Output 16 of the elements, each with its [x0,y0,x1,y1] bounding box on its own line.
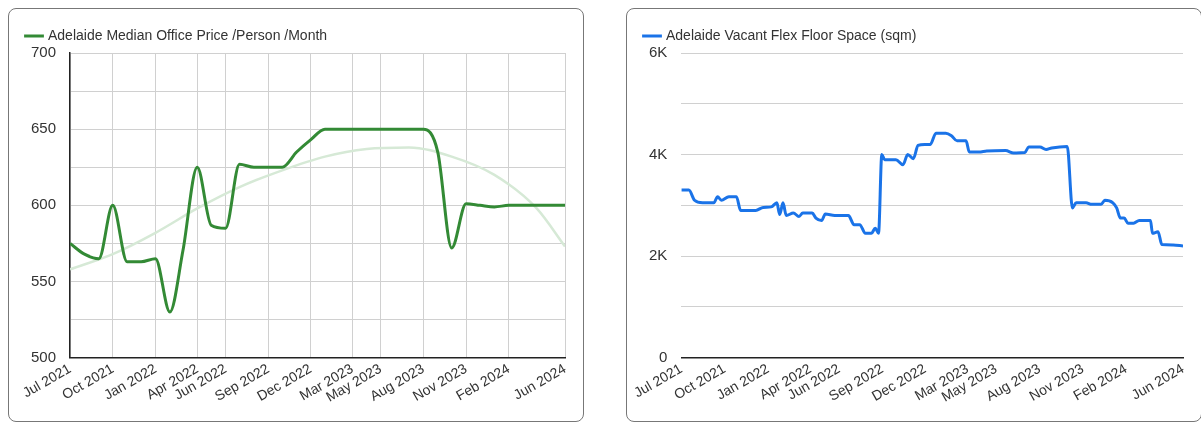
legend-label: Adelaide Vacant Flex Floor Space (sqm) [666,26,917,43]
y-tick-label: 700 [31,43,57,61]
y-tick-label: 550 [31,271,57,289]
line-series [681,131,1183,248]
x-tick-label: Jun 2024 [510,359,569,403]
y-tick-label: 6K [648,43,668,61]
y-tick-label: 0 [659,347,668,365]
y-tick-label: 4K [648,144,668,162]
y-tick-label: 2K [648,246,668,264]
y-tick-label: 600 [31,195,57,213]
line-series [70,146,565,271]
x-tick-label: Jun 2024 [1128,359,1187,403]
legend-label: Adelaide Median Office Price /Person /Month [48,26,328,43]
y-tick-label: 500 [31,347,57,365]
line-series [70,127,565,314]
y-tick-label: 650 [31,119,57,137]
